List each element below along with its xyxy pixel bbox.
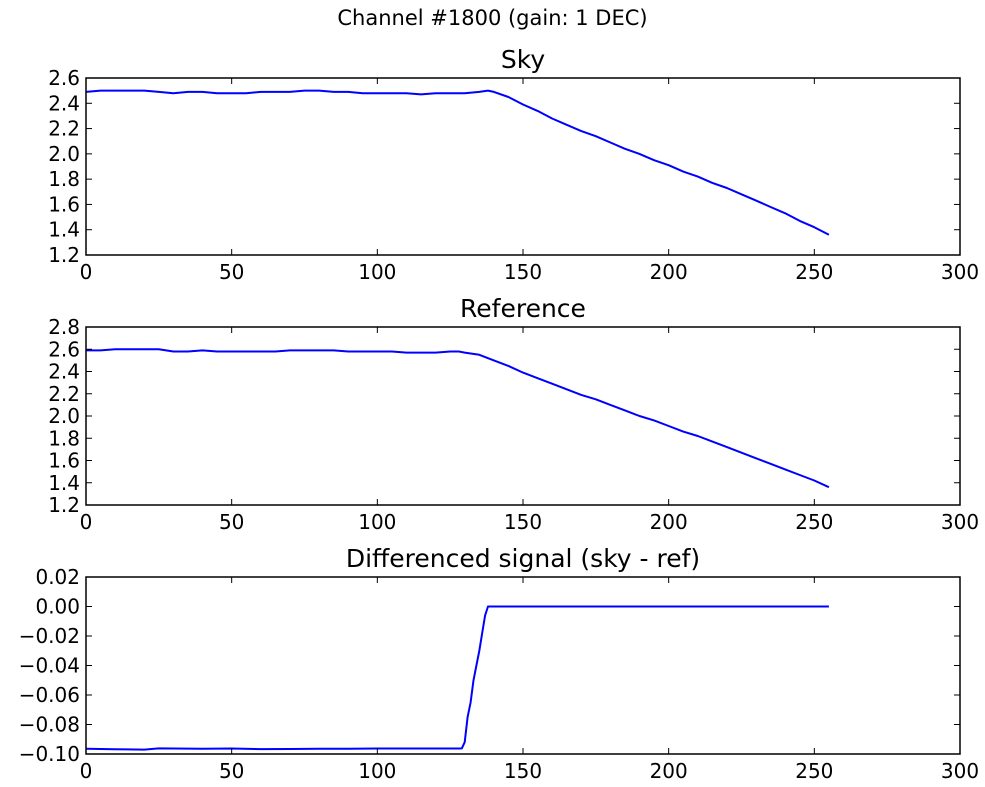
reference-ytick-label: 2.0 <box>48 404 80 428</box>
difference-axes-frame <box>85 576 961 755</box>
reference-title: Reference <box>460 294 586 323</box>
difference-ytick-label: 0.00 <box>35 595 80 619</box>
reference-ytick-label: 1.8 <box>48 426 80 450</box>
reference-series-line-0 <box>86 348 830 489</box>
difference-xtick-label: 150 <box>504 759 542 783</box>
difference-panel: Differenced signal (sky - ref) 0 50 100 150 2… <box>19 544 979 783</box>
difference-title: Differenced signal (sky - ref) <box>346 544 700 573</box>
difference-xtick-label: 300 <box>941 759 979 783</box>
difference-ytick-label: −0.04 <box>19 654 80 678</box>
reference-xtick-label: 250 <box>795 510 833 534</box>
sky-ytick-label: 2.4 <box>48 91 80 115</box>
sky-ytick-label: 1.4 <box>48 218 80 242</box>
sky-xtick-label: 250 <box>795 260 833 284</box>
difference-xtick-label: 50 <box>219 759 244 783</box>
difference-xtick-label: 250 <box>795 759 833 783</box>
reference-xtick-label: 200 <box>650 510 688 534</box>
reference-ytick-label: 2.2 <box>48 382 80 406</box>
sky-ytick-label: 1.8 <box>48 167 80 191</box>
sky-xtick-label: 150 <box>504 260 542 284</box>
reference-ytick-label: 1.2 <box>48 493 80 517</box>
reference-ytick-label: 2.6 <box>48 337 80 361</box>
sky-ytick-label: 2.6 <box>48 66 80 90</box>
reference-ytick-label: 2.8 <box>48 315 80 339</box>
figure-suptitle: Channel #1800 (gain: 1 DEC) <box>337 6 648 30</box>
reference-xtick-label: 300 <box>941 510 979 534</box>
reference-xtick-label: 50 <box>219 510 244 534</box>
difference-ytick-label: −0.02 <box>19 624 80 648</box>
sky-series-line-0 <box>85 89 830 236</box>
sky-ytick-label: 1.6 <box>48 192 80 216</box>
reference-ytick-label: 1.6 <box>48 449 80 473</box>
sky-xtick-label: 300 <box>941 260 979 284</box>
sky-xtick-label: 0 <box>80 260 93 284</box>
difference-ytick-label: −0.10 <box>19 742 80 766</box>
sky-xtick-label: 200 <box>650 260 688 284</box>
reference-ytick-label: 2.4 <box>48 360 80 384</box>
difference-xtick-label: 0 <box>80 759 93 783</box>
sky-xtick-label: 100 <box>358 260 396 284</box>
sky-ytick-label: 2.2 <box>48 117 80 141</box>
sky-ytick-label: 2.0 <box>48 142 80 166</box>
sky-xtick-label: 50 <box>219 260 244 284</box>
difference-ytick-label: 0.02 <box>35 565 80 589</box>
difference-ytick-label: −0.06 <box>19 683 80 707</box>
sky-axes-frame <box>85 77 961 256</box>
difference-xtick-label: 200 <box>650 759 688 783</box>
reference-axes-frame <box>85 326 961 506</box>
reference-xtick-label: 150 <box>504 510 542 534</box>
difference-xtick-label: 100 <box>358 759 396 783</box>
sky-ytick-label: 1.2 <box>48 243 80 267</box>
difference-ytick-label: −0.08 <box>19 713 80 737</box>
reference-xtick-label: 0 <box>80 510 93 534</box>
reference-xtick-label: 100 <box>358 510 396 534</box>
sky-title: Sky <box>501 45 545 74</box>
difference-series-line-0 <box>85 605 829 751</box>
reference-ytick-label: 1.4 <box>48 471 80 495</box>
